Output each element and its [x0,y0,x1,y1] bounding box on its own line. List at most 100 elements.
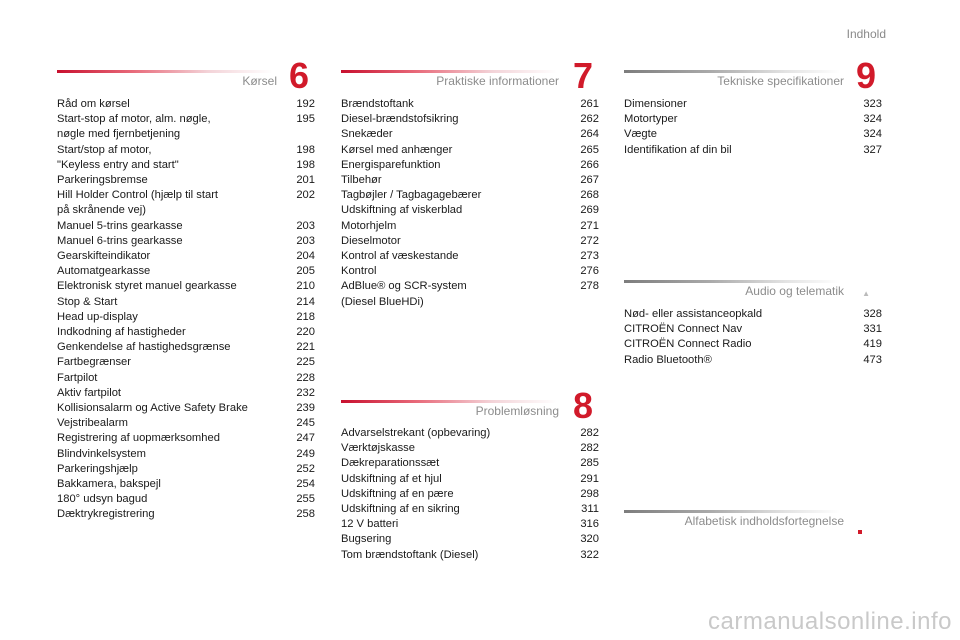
toc-entry[interactable]: CITROËN Connect Nav 331 [624,322,882,337]
toc-entry-title: Manuel 6-trins gearkasse [57,234,183,247]
toc-entry[interactable]: Motorhjelm 271 [341,219,599,234]
toc-entry-title: Kollisionsalarm og Active Safety Brake [57,402,248,415]
entry-list: Brændstoftank 261 Diesel-brændstofsikring 2… [341,97,599,310]
section-title[interactable]: Kørsel [242,74,277,88]
section-divider [341,70,557,73]
toc-entry[interactable]: Tom brændstoftank (Diesel) 322 [341,548,599,563]
toc-entry[interactable]: Kørsel med anhænger 265 [341,143,599,158]
toc-entry-title: Aktiv fartpilot [57,386,122,399]
section-title[interactable]: Audio og telematik [745,284,844,298]
section-number[interactable]: 9 [855,55,876,96]
toc-entry[interactable]: Genkendelse af hastighedsgrænse 221 [57,340,315,355]
toc-entry[interactable]: Advarselstrekant (opbevaring) 282 [341,426,599,441]
toc-entry[interactable]: Bugsering 320 [341,532,599,547]
section-number[interactable]: 7 [572,55,593,96]
toc-entry[interactable]: Blindvinkelsystem 249 [57,447,315,462]
toc-entry[interactable]: Motortyper 324 [624,112,882,127]
section-header: Audio og telematik ▲ [624,272,882,300]
toc-entry[interactable]: Manuel 5-trins gearkasse 203 [57,219,315,234]
toc-entry[interactable]: Kollisionsalarm og Active Safety Brake 23… [57,401,315,416]
toc-entry[interactable]: Registrering af uopmærksomhed 247 [57,431,315,446]
section-header: Alfabetisk indholdsfortegnelse [624,502,882,534]
toc-entry[interactable]: Dækreparationssæt 285 [341,456,599,471]
section-title[interactable]: Alfabetisk indholdsfortegnelse [684,514,844,528]
toc-entry[interactable]: Kontrol 276 [341,264,599,279]
toc-entry-page: 214 [296,295,315,308]
toc-entry[interactable]: Start-stop af motor, alm. nøgle, nøgle m… [57,112,315,142]
toc-entry-page: 228 [296,371,315,384]
toc-entry-title: Tilbehør [341,174,382,187]
toc-entry[interactable]: Dimensioner 323 [624,97,882,112]
section-number[interactable]: 8 [572,385,593,426]
toc-entry[interactable]: CITROËN Connect Radio 419 [624,337,882,352]
toc-entry[interactable]: Manuel 6-trins gearkasse 203 [57,234,315,249]
toc-entry[interactable]: Snekæder 264 [341,127,599,142]
toc-entry[interactable]: Fartpilot 228 [57,371,315,386]
toc-entry-title: Blindvinkelsystem [57,447,146,460]
toc-entry[interactable]: Kontrol af væskestande 273 [341,249,599,264]
toc-entry-title: Parkeringsbremse [57,174,148,187]
toc-entry-title: "Keyless entry and start" [57,158,179,171]
toc-entry[interactable]: Udskiftning af en pære 298 [341,487,599,502]
toc-entry[interactable]: Værktøjskasse 282 [341,441,599,456]
toc-entry[interactable]: Aktiv fartpilot 232 [57,386,315,401]
entry-list: Advarselstrekant (opbevaring) 282 Værktøjs… [341,426,599,563]
toc-entry[interactable]: Elektronisk styret manuel gearkasse 210 [57,279,315,294]
toc-entry[interactable]: Udskiftning af et hjul 291 [341,472,599,487]
toc-entry[interactable]: Energisparefunktion 266 [341,158,599,173]
toc-entry-title: Elektronisk styret manuel gearkasse [57,280,237,293]
toc-entry[interactable]: Tilbehør 267 [341,173,599,188]
toc-entry[interactable]: Dæktrykregistrering 258 [57,507,315,522]
toc-entry-page: 265 [580,143,599,156]
toc-entry[interactable]: Parkeringsbremse 201 [57,173,315,188]
toc-entry-page: 285 [580,457,599,470]
toc-entry-title: Manuel 5-trins gearkasse [57,219,183,232]
watermark: carmanualsonline.info [708,608,952,635]
toc-entry[interactable]: "Keyless entry and start" 198 [57,158,315,173]
toc-entry-title: Motortyper [624,113,678,126]
toc-entry-page: 220 [296,326,315,339]
toc-entry-title: Motorhjelm [341,219,397,232]
toc-entry[interactable]: Diesel-brændstofsikring 262 [341,112,599,127]
toc-entry[interactable]: Fartbegrænser 225 [57,355,315,370]
toc-entry[interactable]: Dieselmotor 272 [341,234,599,249]
toc-entry[interactable]: Identifikation af din bil 327 [624,143,882,158]
toc-entry[interactable]: AdBlue® og SCR-system (Diesel BlueHDi) 27… [341,279,599,309]
toc-entry-page: 204 [296,250,315,263]
toc-entry-title: Genkendelse af hastighedsgrænse [57,341,231,354]
toc-entry[interactable]: Råd om kørsel 192 [57,97,315,112]
section-divider [624,280,840,283]
toc-entry[interactable]: Automatgearkasse 205 [57,264,315,279]
toc-entry[interactable]: Udskiftning af viskerblad 269 [341,203,599,218]
toc-entry-page: 419 [863,338,882,351]
toc-entry[interactable]: Hill Holder Control (hjælp til start på … [57,188,315,218]
toc-entry[interactable]: Parkeringshjælp 252 [57,462,315,477]
section-title[interactable]: Problemløsning [475,404,559,418]
contents-link[interactable]: Indhold [846,27,886,41]
toc-entry[interactable]: Vejstribealarm 245 [57,416,315,431]
toc-entry[interactable]: Vægte 324 [624,127,882,142]
toc-entry[interactable]: Bakkamera, bakspejl 254 [57,477,315,492]
entry-list: Nød- eller assistanceopkald 328 CITROËN Co… [624,307,882,368]
toc-entry[interactable]: Head up-display 218 [57,310,315,325]
toc-entry-title: Start-stop af motor, alm. nøgle, nøgle m… [57,113,211,141]
toc-entry[interactable]: Brændstoftank 261 [341,97,599,112]
toc-entry[interactable]: Gearskifteindikator 204 [57,249,315,264]
toc-entry[interactable]: Tagbøjler / Tagbagagebærer 268 [341,188,599,203]
section-title[interactable]: Tekniske specifikationer [717,74,844,88]
section-title[interactable]: Praktiske informationer [436,74,559,88]
toc-entry-page: 225 [296,356,315,369]
toc-entry[interactable]: Radio Bluetooth® 473 [624,353,882,368]
section-header: Praktiske informationer 7 [341,56,599,96]
toc-entry-page: 273 [580,250,599,263]
section-praktiske: Praktiske informationer 7 Brændstoftank 2… [341,56,599,310]
toc-entry[interactable]: Indkodning af hastigheder 220 [57,325,315,340]
toc-entry-page: 311 [581,503,599,516]
toc-entry[interactable]: Start/stop af motor, 198 [57,143,315,158]
toc-entry[interactable]: Udskiftning af en sikring 311 [341,502,599,517]
toc-entry[interactable]: 12 V batteri 316 [341,517,599,532]
toc-entry[interactable]: 180° udsyn bagud 255 [57,492,315,507]
section-number[interactable]: 6 [288,55,309,96]
toc-entry[interactable]: Nød- eller assistanceopkald 328 [624,307,882,322]
toc-entry[interactable]: Stop & Start 214 [57,295,315,310]
